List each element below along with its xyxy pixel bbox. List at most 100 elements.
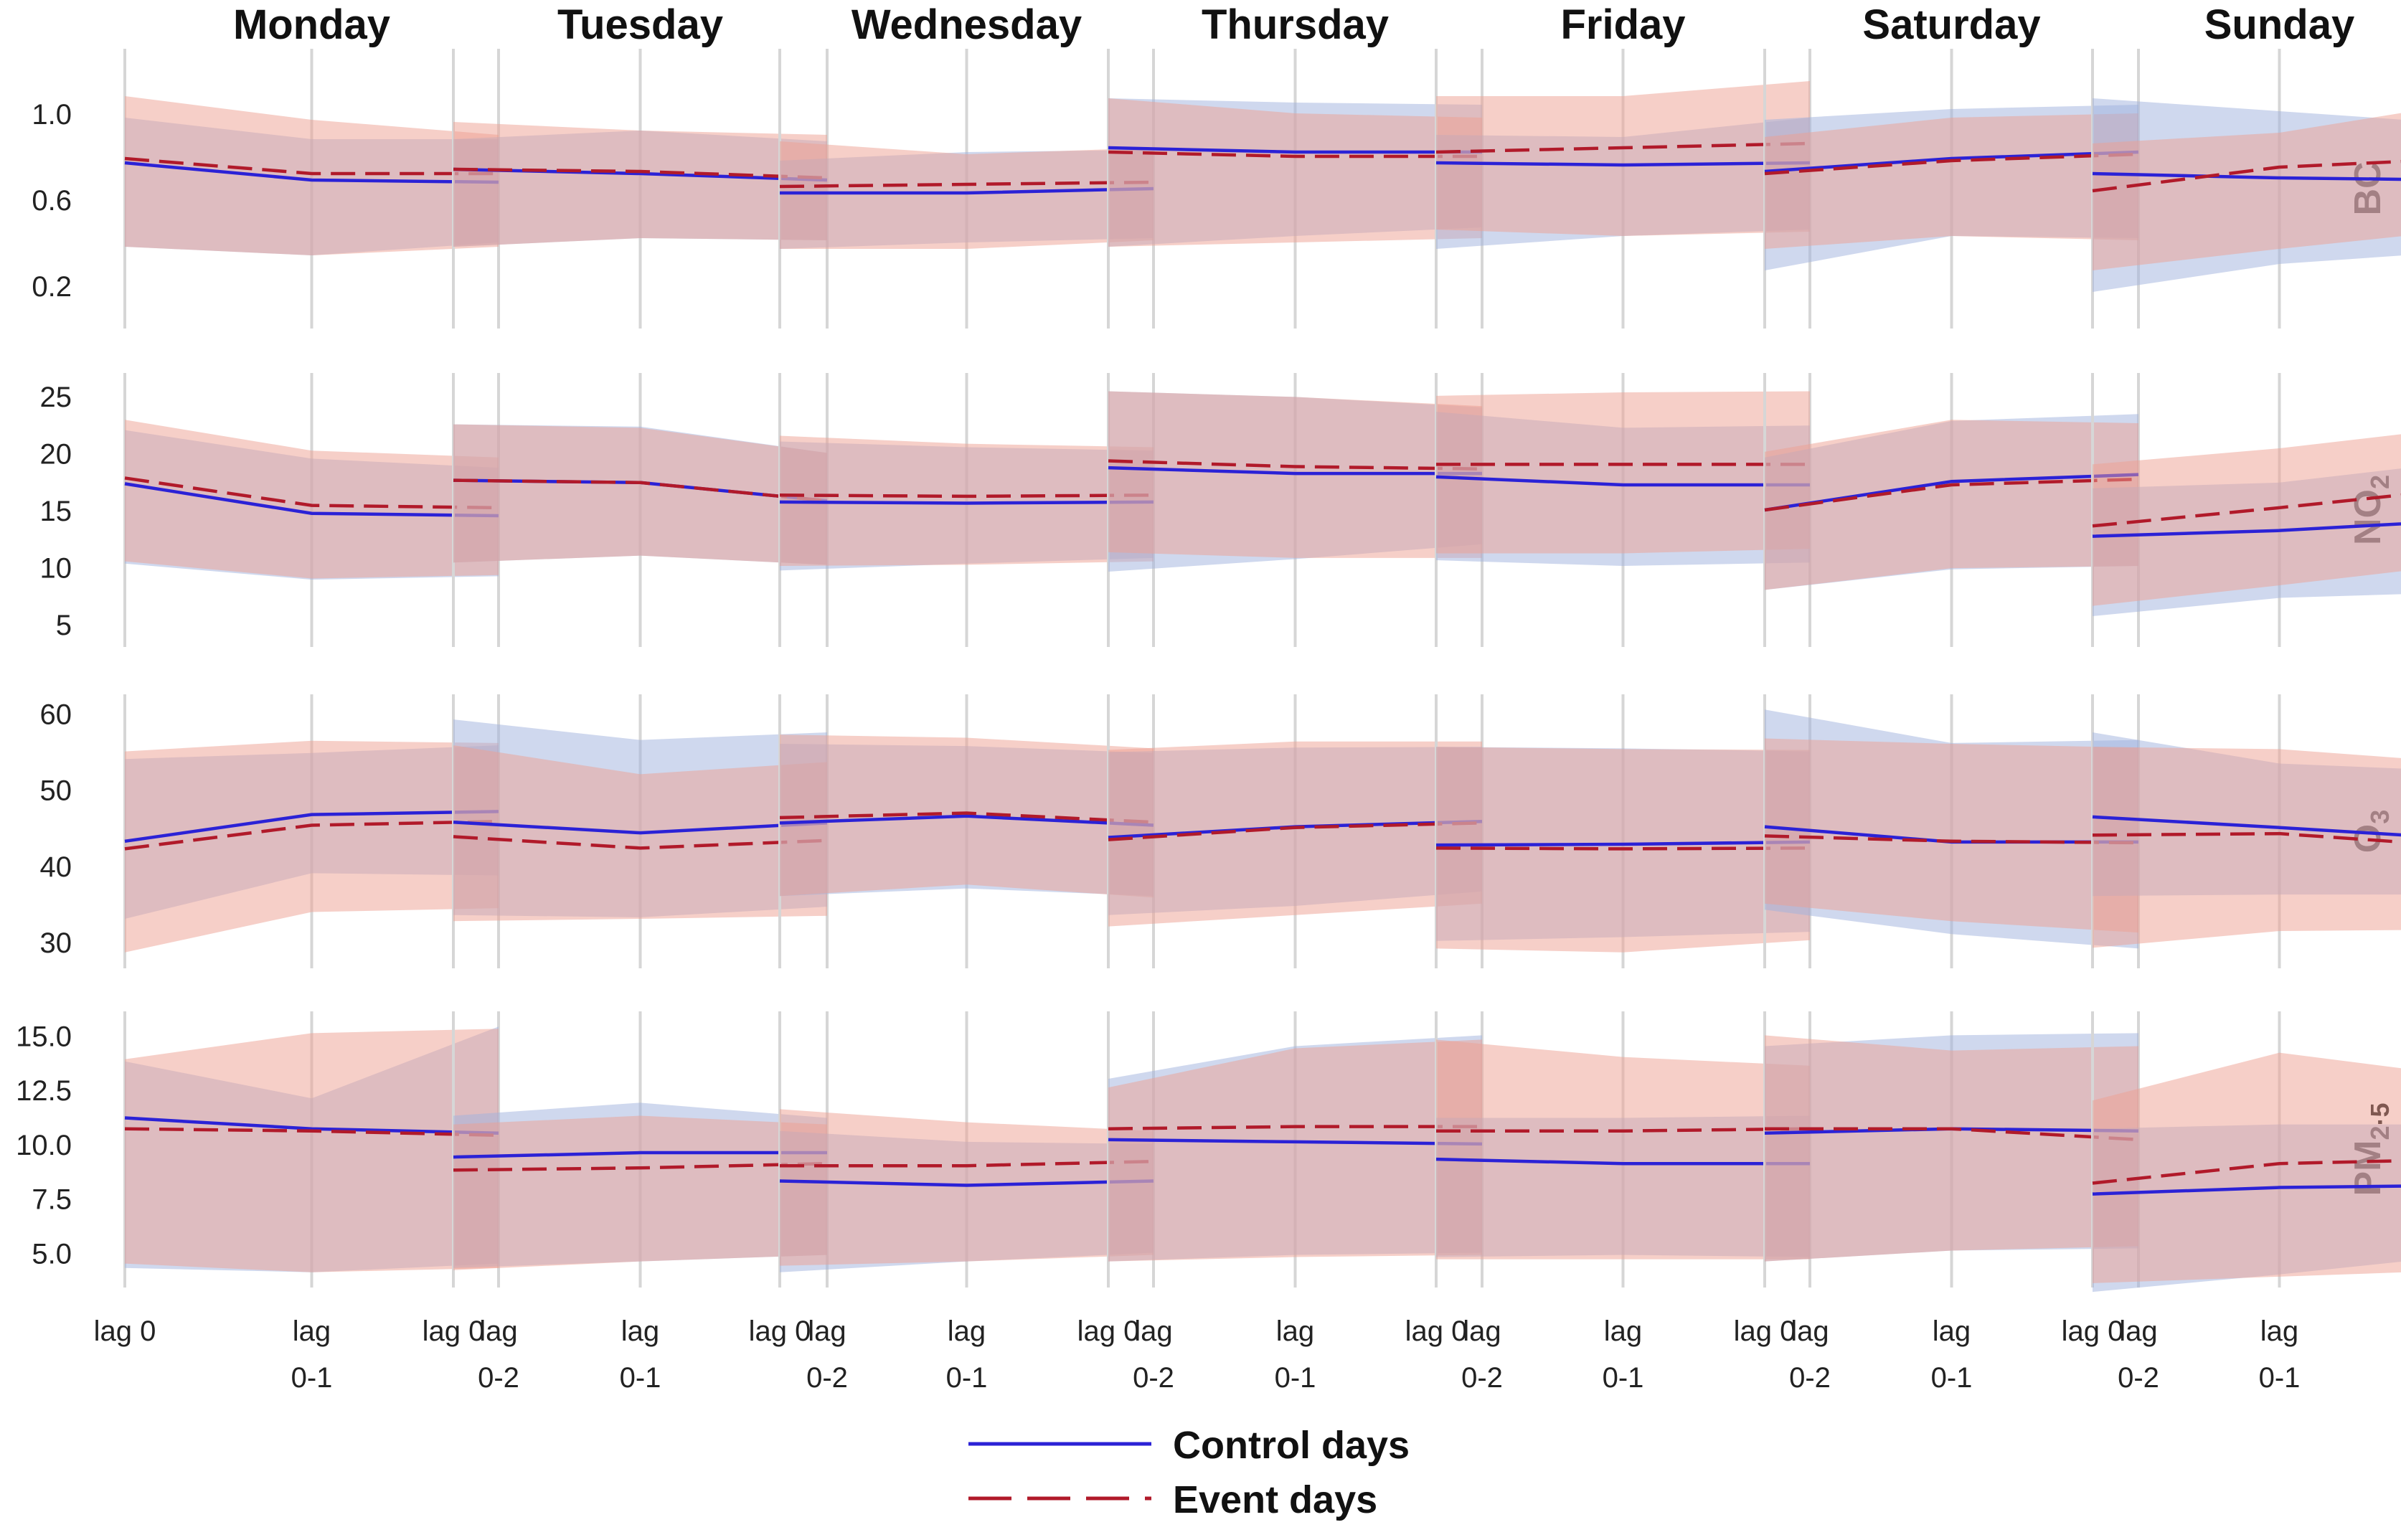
event-ci-band (125, 420, 499, 579)
event-line (1435, 141, 1811, 154)
event-line (453, 835, 828, 850)
event-line (1764, 152, 2139, 176)
event-line (1108, 821, 1483, 841)
x-tick-label: lag 0 (1405, 1315, 1468, 1347)
x-tick-label: 0-1 (2259, 1362, 2301, 1394)
panel-o3-thursday (1107, 694, 1483, 968)
event-line (2092, 493, 2401, 528)
event-line (453, 167, 828, 180)
x-tick-label: lag (1933, 1315, 1971, 1347)
control-line (779, 500, 1154, 505)
panel-bc-wednesday (778, 49, 1155, 329)
event-ci-band (125, 96, 499, 255)
event-ci-band (780, 435, 1154, 566)
panel-bc-saturday (1763, 49, 2140, 329)
panel-no2-saturday (1763, 373, 2140, 647)
x-tick-label: 0-1 (1931, 1362, 1973, 1394)
event-line (779, 811, 1154, 824)
pollutant-labels: BCNO2O3PM2·5 (2347, 161, 2395, 1196)
event-ci-band (1765, 1035, 2138, 1262)
panel-o3-wednesday (778, 694, 1155, 968)
legend-event-label: Event days (1173, 1478, 1377, 1521)
y-tick-label-pm25: 12.5 (16, 1075, 72, 1107)
event-ci-band (2093, 747, 2401, 948)
x-tick-label: 0-2 (2118, 1362, 2159, 1394)
panel-o3-sunday (2091, 694, 2401, 968)
panel-no2-tuesday (452, 373, 829, 647)
x-tick-label: lag 0 (1734, 1315, 1796, 1347)
event-line (124, 819, 499, 851)
panel-pm25-saturday (1763, 1011, 2140, 1288)
panel-o3-monday (123, 694, 500, 968)
control-line (1435, 1157, 1810, 1166)
day-header-friday: Friday (1560, 1, 1685, 48)
x-tick-label: lag (1134, 1315, 1172, 1347)
event-line (124, 1127, 499, 1138)
y-tick-label-bc: 0.2 (32, 271, 72, 303)
control-line (1108, 146, 1482, 154)
day-header-tuesday: Tuesday (557, 1, 723, 48)
x-tick-label: lag 0 (749, 1315, 811, 1347)
x-tick-label: lag 0 (2062, 1315, 2124, 1347)
x-tick-label: lag (1791, 1315, 1829, 1347)
event-ci-band (780, 1109, 1154, 1266)
day-header-sunday: Sunday (2204, 1, 2355, 48)
x-tick-label: 0-1 (291, 1362, 333, 1394)
event-ci-band (453, 1115, 827, 1270)
panel-pm25-tuesday (452, 1011, 829, 1288)
x-tick-label: 0-2 (806, 1362, 848, 1394)
panel-bc-monday (123, 49, 500, 329)
control-line (1435, 161, 1811, 167)
control-line (1108, 1138, 1483, 1146)
y-tick-label-pm25: 7.5 (32, 1184, 72, 1216)
x-tick-label: lag (1604, 1315, 1642, 1347)
control-line (2092, 171, 2401, 181)
event-ci-band (1765, 113, 2138, 249)
event-line (453, 478, 828, 503)
panel-no2-friday (1435, 373, 1811, 647)
event-line (780, 1159, 1154, 1168)
panel-o3-tuesday (452, 694, 829, 968)
event-ci-band (2093, 113, 2401, 270)
event-line (1108, 459, 1483, 471)
panel-o3-saturday (1763, 694, 2140, 968)
panels (123, 49, 2401, 1293)
event-line (1765, 1127, 2139, 1142)
x-tick-label: lag (1463, 1315, 1501, 1347)
panel-bc-sunday (2091, 49, 2401, 329)
x-tick-label: 0-1 (1275, 1362, 1316, 1394)
event-ci-band (1436, 1039, 1810, 1260)
event-line (1108, 1125, 1482, 1130)
panel-pm25-friday (1435, 1011, 1811, 1288)
event-line (1435, 846, 1811, 851)
panel-pm25-monday (123, 1011, 500, 1288)
panel-o3-friday (1435, 694, 1811, 968)
event-line (124, 156, 499, 176)
panel-bc-tuesday (452, 49, 829, 329)
y-tick-label-bc: 0.6 (32, 185, 72, 217)
y-tick-label-no2: 20 (40, 438, 72, 470)
y-tick-label-pm25: 5.0 (32, 1238, 72, 1270)
control-line (779, 814, 1154, 827)
event-ci-band (453, 424, 827, 565)
control-line (1435, 840, 1811, 847)
event-line (2092, 831, 2401, 844)
x-tick-label: 0-1 (620, 1362, 661, 1394)
x-tick-label: lag (293, 1315, 331, 1347)
x-tick-label: lag 0 (94, 1315, 156, 1347)
x-tick-label: 0-2 (1789, 1362, 1831, 1394)
x-tick-label: lag (2119, 1315, 2157, 1347)
event-ci-band (1765, 420, 2138, 590)
y-tick-label-bc: 1.0 (32, 99, 72, 131)
event-line (1764, 834, 2139, 845)
x-tick-label: 0-1 (1603, 1362, 1644, 1394)
y-tick-label-o3: 60 (40, 699, 72, 731)
day-header-saturday: Saturday (1862, 1, 2040, 48)
event-ci-band (453, 122, 827, 247)
y-tick-label-no2: 5 (56, 610, 72, 641)
y-tick-label-o3: 40 (40, 851, 72, 883)
control-line (1764, 150, 2139, 174)
y-tick-labels: 0.2 0.6 1.0 5 10 15 20 25 30 40 50 60 5.0 7.5 10.0 12.5… (16, 99, 72, 1270)
panel-bc-friday (1435, 49, 1811, 329)
x-tick-label: 0-2 (478, 1362, 519, 1394)
